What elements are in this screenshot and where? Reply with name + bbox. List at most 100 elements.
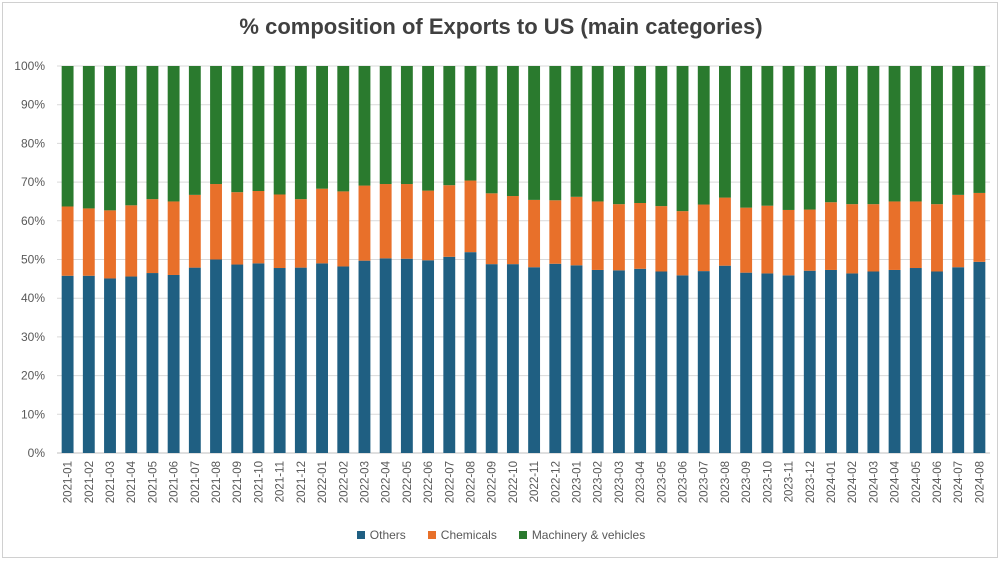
x-tick-label: 2022-01 <box>317 461 329 503</box>
bar-segment-chemicals <box>846 204 859 274</box>
bar-segment-chemicals <box>931 204 943 272</box>
x-tick-label: 2021-12 <box>296 461 308 503</box>
x-tick-label: 2021-03 <box>105 461 117 503</box>
bar-segment-chemicals <box>464 180 477 253</box>
legend-item-others: Others <box>356 528 406 542</box>
bar-segment-chemicals <box>125 205 138 277</box>
x-tick-label: 2023-11 <box>784 461 796 502</box>
x-tick-label: 2021-02 <box>84 461 96 503</box>
bar-segment-others <box>612 270 625 453</box>
bar-segment-machinery <box>909 66 922 202</box>
bar-segment-others <box>909 268 922 453</box>
bar-segment-chemicals <box>273 194 286 269</box>
bar-segment-chemicals <box>909 201 922 269</box>
x-tick-label: 2022-07 <box>444 461 456 503</box>
bar-segment-chemicals <box>167 201 180 275</box>
bar-segment-others <box>294 267 307 453</box>
bar-segment-others <box>570 265 583 453</box>
x-tick-label: 2022-03 <box>359 461 371 503</box>
bar-segment-machinery <box>634 66 647 203</box>
x-tick-label: 2023-01 <box>572 461 584 503</box>
bar-segment-others <box>973 261 986 453</box>
bar-segment-machinery <box>973 66 986 193</box>
bar-segment-others <box>379 258 392 453</box>
bar-segment-chemicals <box>422 190 435 261</box>
bar-segment-others <box>443 256 456 453</box>
x-tick-label: 2021-08 <box>211 461 223 503</box>
y-axis-ticks: 0% 10% 20% 30% 40% 50% 60% 70% 80% 90% 100% <box>14 59 45 460</box>
bar-segment-others <box>719 265 731 453</box>
y-tick-label: 40% <box>21 291 45 305</box>
bar-segment-machinery <box>273 66 286 195</box>
x-tick-label: 2022-08 <box>465 461 477 503</box>
x-tick-label: 2022-06 <box>423 461 435 503</box>
bar-segment-others <box>146 273 159 453</box>
x-tick-label: 2023-02 <box>593 461 605 503</box>
bar-segment-machinery <box>506 66 519 197</box>
bar-segment-chemicals <box>761 205 774 274</box>
bar-segment-machinery <box>294 66 307 200</box>
bar-segment-others <box>61 275 74 453</box>
bar-segment-others <box>464 252 477 453</box>
bar-segment-chemicals <box>400 184 413 259</box>
x-tick-label: 2023-10 <box>762 461 774 503</box>
bar-segment-chemicals <box>485 193 498 265</box>
legend-swatch-machinery <box>518 531 527 539</box>
bar-segment-machinery <box>761 66 774 206</box>
bar-segment-chemicals <box>867 204 880 272</box>
bar-segment-others <box>316 263 328 453</box>
bar-segment-others <box>485 264 498 453</box>
bar-segment-machinery <box>591 66 604 202</box>
bar-segment-machinery <box>740 66 753 208</box>
bar-segment-machinery <box>931 66 943 205</box>
y-tick-label: 20% <box>21 369 45 383</box>
bar-segment-machinery <box>316 66 328 189</box>
bar-segment-others <box>528 267 541 453</box>
bar-segment-machinery <box>82 66 95 209</box>
y-tick-label: 50% <box>21 253 45 267</box>
y-tick-label: 100% <box>14 59 45 73</box>
bar-segment-chemicals <box>210 184 222 260</box>
legend-label-others: Others <box>369 528 406 542</box>
chart-title: % composition of Exports to US (main cat… <box>239 14 763 39</box>
y-tick-label: 30% <box>21 330 45 344</box>
y-tick-label: 90% <box>21 98 45 112</box>
bar-segment-chemicals <box>294 199 307 268</box>
x-tick-label: 2023-07 <box>699 461 711 503</box>
y-tick-label: 0% <box>28 446 46 460</box>
bar-segment-machinery <box>167 66 180 202</box>
x-tick-label: 2021-11 <box>275 461 287 502</box>
bar-segment-others <box>740 272 753 453</box>
bar-segment-machinery <box>697 66 710 205</box>
bar-segment-others <box>358 260 371 453</box>
x-tick-label: 2024-08 <box>974 461 986 503</box>
bar-segment-machinery <box>782 66 795 210</box>
bar-segment-machinery <box>104 66 116 211</box>
bar-segment-others <box>782 275 795 453</box>
x-tick-label: 2021-07 <box>190 461 202 503</box>
bar-segment-chemicals <box>782 209 795 276</box>
legend-swatch-chemicals <box>427 531 436 539</box>
bar-segment-others <box>506 264 519 453</box>
bar-segment-others <box>125 276 138 453</box>
bar-segment-machinery <box>485 66 498 194</box>
x-tick-label: 2021-05 <box>147 461 159 503</box>
x-tick-label: 2024-04 <box>890 460 902 503</box>
bar-segment-chemicals <box>146 199 159 274</box>
bar-segment-chemicals <box>591 201 604 270</box>
bar-segment-others <box>591 269 604 453</box>
legend: Others Chemicals Machinery & vehicles <box>0 528 1002 542</box>
bar-segment-others <box>104 278 116 453</box>
bar-segment-others <box>655 271 668 453</box>
bar-segment-machinery <box>825 66 837 203</box>
bar-segment-others <box>252 263 265 453</box>
bar-segment-machinery <box>549 66 562 201</box>
x-tick-label: 2023-09 <box>741 461 753 503</box>
bar-segment-others <box>952 267 965 453</box>
bar-segment-machinery <box>676 66 689 212</box>
bar-segment-machinery <box>612 66 625 205</box>
bar-segment-chemicals <box>612 204 625 271</box>
x-tick-label: 2022-09 <box>487 461 499 503</box>
bar-segment-machinery <box>867 66 880 205</box>
y-tick-label: 80% <box>21 136 45 150</box>
